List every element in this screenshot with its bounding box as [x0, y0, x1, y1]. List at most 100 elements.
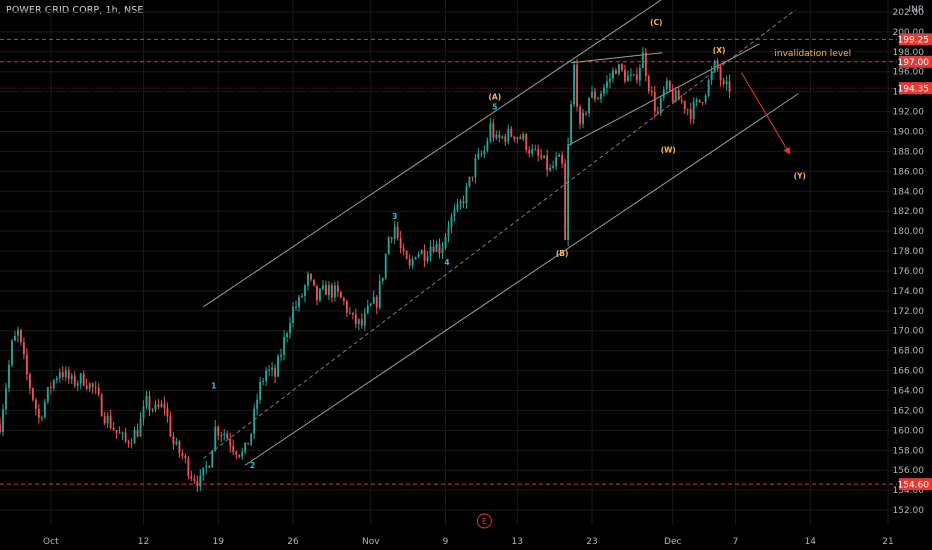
- candle-body: [184, 455, 187, 459]
- candle-body: [525, 134, 528, 151]
- candle-body: [310, 273, 312, 280]
- candle-body: [205, 465, 208, 468]
- candle-body: [582, 112, 584, 124]
- candle-body: [25, 354, 28, 375]
- y-tick-label: 164.00: [893, 387, 925, 397]
- y-tick-label: 162.00: [893, 406, 925, 416]
- candle-body: [558, 154, 561, 157]
- candle-body: [154, 404, 157, 410]
- candle-body: [387, 237, 390, 255]
- candle-body: [366, 305, 369, 314]
- candle-body: [420, 250, 423, 255]
- candle-body: [576, 64, 578, 107]
- candle-body: [253, 408, 256, 434]
- wave-label: (C): [650, 18, 662, 27]
- candle-body: [190, 475, 193, 479]
- y-tick-label: 160.00: [893, 426, 925, 436]
- price-badge: [899, 478, 932, 491]
- candle-body: [474, 158, 477, 178]
- candle-body: [115, 430, 118, 433]
- candle-body: [626, 75, 629, 82]
- candle-body: [124, 432, 127, 442]
- y-tick-label: 174.00: [893, 287, 925, 297]
- candle-body: [289, 323, 291, 334]
- candle-body: [414, 257, 417, 260]
- candle-body: [686, 109, 689, 111]
- candle-body: [444, 236, 447, 248]
- candle-body: [160, 403, 163, 407]
- candle-body: [295, 306, 297, 308]
- candle-body: [151, 409, 154, 411]
- candle-body: [540, 155, 543, 159]
- candle-body: [384, 254, 387, 278]
- candle-body: [480, 153, 483, 155]
- candle-body: [2, 409, 4, 433]
- candle-body: [97, 387, 100, 395]
- trendline: [244, 93, 799, 466]
- chart-title: POWER GRID CORP, 1h, NSE: [6, 5, 144, 16]
- candle-body: [692, 102, 695, 120]
- candle-body: [100, 394, 103, 417]
- candle-body: [713, 60, 716, 72]
- y-tick-label: 168.00: [893, 347, 925, 357]
- wave-label: (A): [489, 93, 502, 102]
- candle-body: [543, 155, 546, 159]
- x-tick-label: 19: [213, 537, 225, 547]
- candle-body: [31, 388, 34, 400]
- candle-body: [91, 383, 94, 388]
- candle-body: [106, 415, 109, 424]
- x-tick-label: 7: [733, 537, 739, 547]
- y-tick-label: 180.00: [893, 227, 925, 237]
- candles: [0, 46, 731, 493]
- candle-body: [5, 387, 7, 410]
- candle-body: [546, 155, 549, 171]
- candle-body: [588, 97, 590, 114]
- candle-body: [570, 104, 573, 145]
- candle-body: [597, 98, 599, 100]
- candle-body: [426, 256, 429, 261]
- candle-body: [8, 364, 10, 388]
- candle-body: [172, 436, 175, 445]
- y-tick-label: 172.00: [893, 307, 925, 317]
- candle-body: [94, 387, 97, 389]
- candle-body: [339, 291, 342, 298]
- candle-body: [40, 417, 43, 419]
- candle-body: [283, 336, 285, 355]
- candle-body: [591, 91, 593, 98]
- candle-body: [674, 90, 677, 102]
- candle-body: [498, 134, 501, 138]
- price-badge-label: 197.00: [898, 58, 930, 68]
- candle-body: [271, 367, 274, 370]
- candle-body: [671, 90, 674, 102]
- candle-body: [644, 52, 647, 77]
- candle-body: [345, 301, 348, 313]
- event-marker[interactable]: E: [476, 513, 492, 529]
- candle-body: [683, 100, 686, 110]
- candle-body: [378, 281, 381, 308]
- candle-body: [411, 259, 414, 266]
- candle-body: [468, 176, 471, 187]
- x-tick-label: 12: [138, 537, 149, 547]
- time-axis[interactable]: Oct 12 19 26 Nov 9 13 23 Dec 7 14 21: [43, 537, 894, 547]
- candle-body: [600, 93, 602, 99]
- price-badge-label: 154.60: [898, 480, 930, 490]
- candle-body: [85, 385, 88, 389]
- candle-body: [375, 296, 378, 308]
- candle-body: [67, 370, 70, 380]
- candle-body: [456, 203, 459, 211]
- x-tick-label: 14: [805, 537, 817, 547]
- candle-body: [330, 285, 333, 298]
- candle-body: [256, 399, 259, 409]
- candle-body: [277, 356, 279, 377]
- y-tick-label: 200.00: [893, 28, 925, 38]
- candle-body: [79, 373, 82, 384]
- candle-body: [381, 277, 384, 282]
- candle-body: [447, 227, 450, 237]
- candle-body: [615, 70, 617, 74]
- candle-body: [262, 380, 265, 382]
- candle-body: [462, 201, 465, 204]
- candle-body: [76, 383, 79, 386]
- trendline: [571, 52, 663, 64]
- y-tick-label: 186.00: [893, 167, 925, 177]
